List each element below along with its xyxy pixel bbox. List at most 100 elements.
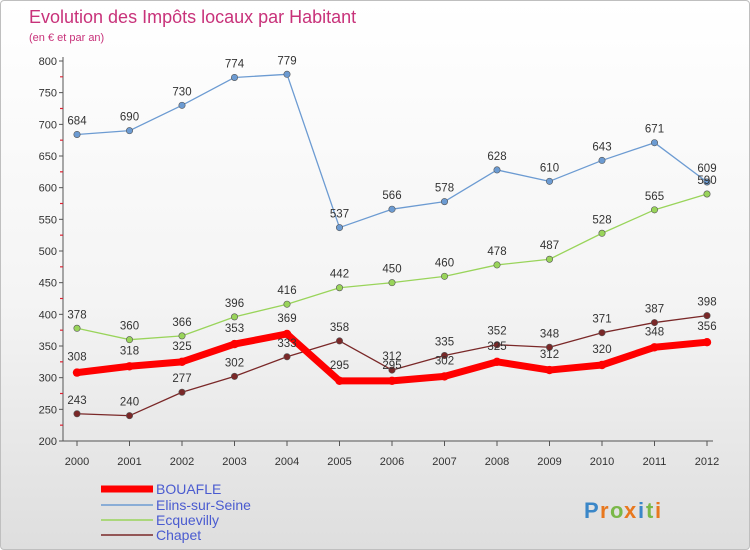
data-point-ecquevilly: [703, 190, 711, 198]
data-point-elins-sur-seine: [493, 166, 501, 174]
data-point-elins-sur-seine: [650, 139, 658, 147]
y-tick-label: 450: [39, 278, 57, 290]
data-label-elins-sur-seine: 628: [487, 151, 506, 163]
data-point-bouafle: [702, 338, 712, 347]
data-label-elins-sur-seine: 610: [540, 162, 559, 174]
data-point-elins-sur-seine: [440, 198, 448, 206]
data-label-bouafle: 302: [435, 355, 454, 367]
logo-letter: x: [624, 498, 637, 523]
data-point-elins-sur-seine: [545, 177, 553, 185]
data-point-elins-sur-seine: [283, 70, 291, 78]
data-label-chapet: 387: [645, 304, 664, 316]
data-point-bouafle: [597, 360, 607, 370]
data-point-bouafle: [230, 339, 239, 349]
x-tick-label: 2004: [275, 456, 299, 468]
data-label-chapet: 358: [330, 322, 349, 334]
data-label-ecquevilly: 360: [120, 321, 139, 333]
data-label-chapet: 312: [382, 351, 401, 363]
data-point-bouafle: [72, 368, 82, 377]
data-point-ecquevilly: [388, 279, 396, 287]
data-label-elins-sur-seine: 779: [277, 55, 296, 67]
series-layer: [72, 70, 712, 420]
data-point-chapet: [283, 353, 291, 361]
x-tick-label: 2012: [695, 456, 719, 468]
data-point-elins-sur-seine: [335, 224, 343, 232]
data-point-elins-sur-seine: [598, 156, 606, 164]
x-tick-label: 2008: [485, 456, 509, 468]
data-point-ecquevilly: [335, 284, 343, 292]
x-tick-label: 2005: [327, 456, 351, 468]
x-tick-label: 2007: [432, 456, 456, 468]
y-tick-label: 350: [39, 341, 57, 353]
chart-title: Evolution des Impôts locaux par Habitant: [29, 7, 356, 27]
data-label-elins-sur-seine: 578: [435, 183, 454, 195]
x-tick-label: 2000: [65, 456, 89, 468]
x-tick-label: 2010: [590, 456, 614, 468]
data-label-chapet: 335: [435, 337, 454, 349]
data-point-chapet: [126, 412, 134, 420]
y-tick-label: 650: [39, 151, 57, 163]
y-tick-label: 400: [39, 309, 57, 321]
data-point-bouafle: [335, 376, 344, 386]
data-label-chapet: 277: [172, 373, 191, 385]
data-label-elins-sur-seine: 566: [382, 190, 401, 202]
data-point-ecquevilly: [283, 300, 291, 308]
y-tick-label: 500: [39, 246, 57, 258]
data-label-ecquevilly: 442: [330, 269, 349, 281]
data-point-ecquevilly: [440, 272, 448, 280]
data-label-chapet: 348: [540, 328, 559, 340]
data-point-ecquevilly: [545, 255, 553, 263]
data-label-ecquevilly: 528: [592, 214, 611, 226]
data-labels: 684 690 730 774 779 537 566 578 628 610 643 671 609 3…: [67, 55, 716, 408]
data-label-ecquevilly: 416: [277, 285, 296, 297]
data-label-ecquevilly: 590: [697, 175, 716, 187]
x-tick-label: 2009: [537, 456, 561, 468]
data-point-chapet: [335, 337, 343, 345]
y-tick-label: 300: [39, 373, 57, 385]
data-point-chapet: [440, 351, 448, 359]
data-label-elins-sur-seine: 730: [172, 86, 191, 98]
x-tick-label: 2006: [380, 456, 404, 468]
data-label-ecquevilly: 487: [540, 240, 559, 252]
data-label-ecquevilly: 366: [172, 317, 191, 329]
data-label-chapet: 398: [697, 297, 716, 309]
y-tick-label: 550: [39, 214, 57, 226]
y-tick-label: 600: [39, 183, 57, 195]
data-label-ecquevilly: 478: [487, 246, 506, 258]
y-tick-label: 250: [39, 404, 57, 416]
data-point-ecquevilly: [493, 261, 501, 269]
data-point-bouafle: [545, 365, 554, 375]
data-point-bouafle: [650, 343, 659, 352]
data-point-elins-sur-seine: [231, 73, 239, 81]
logo-letter: P: [584, 498, 600, 523]
x-tick-label: 2011: [643, 456, 667, 468]
data-point-chapet: [493, 341, 501, 349]
data-label-ecquevilly: 450: [382, 264, 401, 276]
data-point-ecquevilly: [178, 332, 186, 340]
data-point-ecquevilly: [598, 229, 606, 237]
data-label-ecquevilly: 378: [67, 309, 86, 321]
data-point-bouafle: [177, 357, 187, 367]
data-label-elins-sur-seine: 684: [67, 115, 87, 127]
x-tick-label: 2001: [117, 456, 141, 468]
data-point-ecquevilly: [126, 336, 134, 344]
data-point-elins-sur-seine: [126, 127, 134, 135]
data-label-ecquevilly: 460: [435, 257, 454, 269]
chart-subtitle: (en € et par an): [29, 32, 104, 44]
data-point-bouafle: [492, 357, 502, 367]
legend-label-bouafle: BOUAFLE: [156, 481, 221, 497]
data-label-bouafle: 356: [697, 321, 716, 333]
data-label-chapet: 352: [487, 326, 506, 338]
data-label-bouafle: 318: [120, 345, 139, 357]
data-label-chapet: 333: [277, 338, 296, 350]
data-point-ecquevilly: [73, 324, 81, 332]
axes: 200 250 300 350 400 450 500 550 600 650 700 750 800 2…: [39, 56, 720, 468]
data-label-elins-sur-seine: 643: [592, 141, 611, 153]
data-label-bouafle: 353: [225, 323, 244, 335]
data-label-bouafle: 320: [592, 344, 611, 356]
data-point-bouafle: [440, 372, 449, 381]
data-label-chapet: 302: [225, 357, 244, 369]
data-point-ecquevilly: [231, 313, 239, 321]
